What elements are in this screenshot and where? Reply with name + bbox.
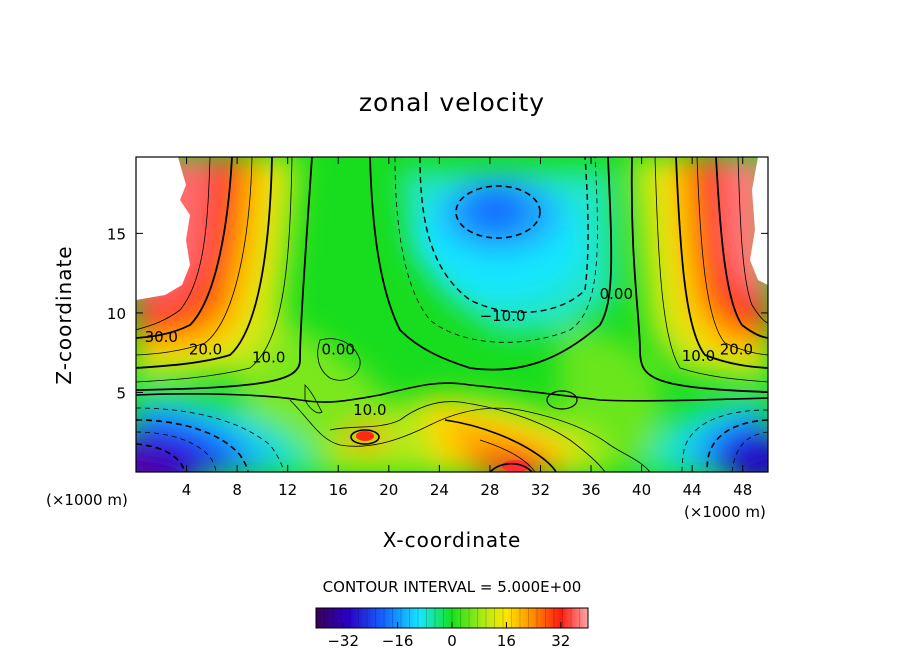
contour-label: 0.00: [600, 285, 633, 303]
contour-interval-text: CONTOUR INTERVAL = 5.000E+00: [322, 578, 582, 596]
x-tick-label: 36: [581, 481, 600, 499]
x-tick-label: 32: [531, 481, 550, 499]
contour-label: 10.0: [353, 401, 386, 419]
y-axis-label: Z-coordinate: [52, 245, 76, 385]
x-tick-label: 12: [278, 481, 297, 499]
contour-label-group: 30.0 20.0 10.0 0.00 10.0 −10.0 0.00 10.0 20.0: [145, 285, 754, 419]
colorbar: [316, 608, 588, 628]
contour-field: [136, 157, 768, 472]
contour-label: 10.0: [252, 348, 285, 366]
colorbar-tick-label: −16: [382, 632, 414, 650]
x-axis-label: X-coordinate: [382, 528, 522, 552]
x-tick-label: 44: [683, 481, 702, 499]
contour-label: 10.0: [682, 347, 715, 365]
colorbar-stripes: [324, 608, 580, 628]
x-tick-label: 48: [733, 481, 752, 499]
x-tick-label: 40: [632, 481, 651, 499]
colorbar-tick-label: −32: [327, 632, 359, 650]
x-tick-label: 4: [182, 481, 192, 499]
contour-lines: [136, 157, 768, 472]
contour-label: 20.0: [720, 341, 753, 359]
chart-title: zonal velocity: [358, 88, 546, 117]
contour-label: 20.0: [189, 341, 222, 359]
colorbar-ticks: −32 −16 0 16 32: [327, 622, 570, 650]
x-tick-label: 16: [329, 481, 348, 499]
colorbar-tick-label: 0: [447, 632, 457, 650]
x-tick-label: 28: [480, 481, 499, 499]
y-tick-label: 15: [107, 225, 126, 243]
colorbar-tick-label: 32: [551, 632, 570, 650]
colorbar-tick-label: 16: [497, 632, 516, 650]
y-tick-label: 5: [116, 384, 126, 402]
contour-label: 0.00: [322, 341, 355, 359]
y-tick-label: 10: [107, 305, 126, 323]
x-tick-label: 24: [430, 481, 449, 499]
plot-frame: [135, 156, 769, 473]
x-tick-label: 20: [379, 481, 398, 499]
contour-label: 30.0: [145, 328, 178, 346]
x-tick-label: 8: [232, 481, 242, 499]
x-unit-label-left: (×1000 m): [46, 491, 128, 509]
contour-label: −10.0: [480, 307, 526, 325]
x-unit-label-right: (×1000 m): [684, 503, 766, 521]
